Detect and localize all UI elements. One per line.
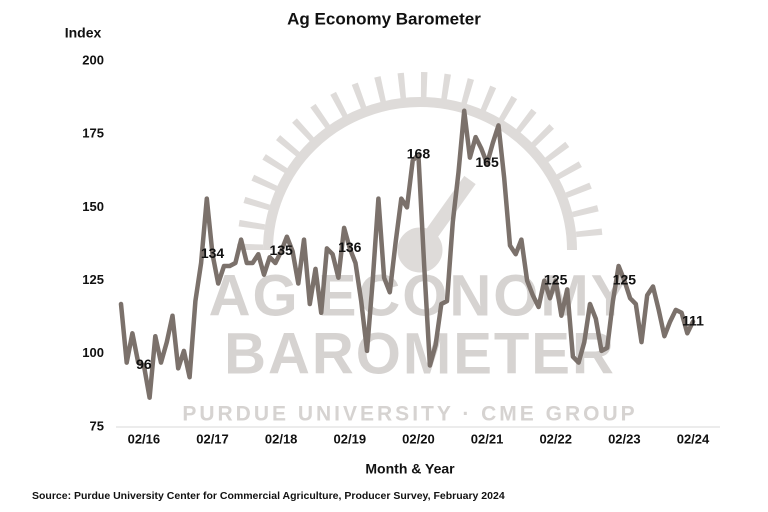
y-tick-label: 200 — [82, 52, 104, 67]
x-tick-label: 02/18 — [265, 431, 298, 446]
series-line — [118, 108, 696, 400]
x-tick-label: 02/20 — [402, 431, 435, 446]
watermark-gauge — [237, 72, 603, 273]
data-label: 125 — [544, 271, 568, 287]
data-label: 165 — [475, 154, 499, 170]
y-tick-label: 75 — [90, 418, 104, 433]
y-tick-label: 150 — [82, 199, 104, 214]
y-axis-title: Index — [65, 25, 102, 41]
data-label: 134 — [201, 245, 225, 261]
x-axis-title: Month & Year — [365, 461, 455, 477]
y-tick-label: 175 — [82, 126, 104, 141]
data-label: 136 — [338, 239, 362, 255]
y-tick-label: 125 — [82, 272, 104, 287]
x-tick-label: 02/16 — [128, 431, 161, 446]
x-tick-label: 02/19 — [334, 431, 367, 446]
x-tick-label: 02/22 — [539, 431, 572, 446]
watermark: PURDUE UNIVERSITY · CME GROUP — [182, 403, 637, 426]
y-tick-label: 100 — [82, 345, 104, 360]
data-label: 111 — [682, 312, 704, 328]
x-tick-label: 02/23 — [608, 431, 641, 446]
source: Source: Purdue University Center for Com… — [32, 490, 505, 502]
x-tick-label: 02/24 — [677, 431, 710, 446]
data-label: 135 — [269, 242, 293, 258]
data-label: 96 — [136, 356, 152, 372]
chart-title: Ag Economy Barometer — [287, 9, 481, 28]
x-tick-label: 02/21 — [471, 431, 504, 446]
watermark: BAROMETER — [224, 321, 616, 386]
data-label: 168 — [407, 145, 431, 161]
x-tick-label: 02/17 — [196, 431, 229, 446]
data-label: 125 — [613, 271, 637, 287]
